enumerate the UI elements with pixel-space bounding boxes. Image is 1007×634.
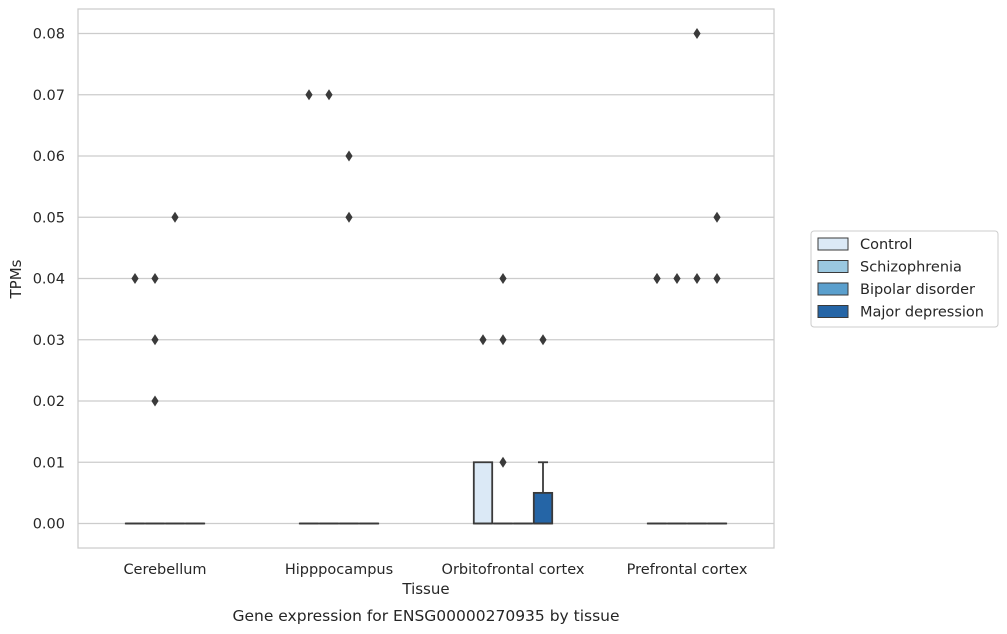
outlier-point	[539, 334, 547, 346]
outlier-point	[673, 273, 681, 284]
outlier-point	[479, 334, 487, 346]
outlier-point	[151, 273, 159, 284]
legend-label: Control	[860, 237, 912, 253]
y-tick-label: 0.04	[33, 272, 65, 288]
x-tick-label: Orbitofrontal cortex	[442, 562, 585, 578]
outlier-point	[151, 395, 159, 407]
x-tick-label: Hipppocampus	[285, 562, 393, 578]
legend-frame	[810, 230, 999, 328]
legend-label: Major depression	[860, 305, 984, 321]
boxes	[124, 461, 728, 525]
x-axis-title: Tissue	[401, 580, 449, 598]
outlier-point	[653, 273, 661, 284]
outlier-point	[499, 273, 507, 284]
y-tick-label: 0.01	[33, 455, 65, 471]
box	[532, 461, 554, 525]
box	[472, 461, 494, 525]
outlier-point	[345, 150, 353, 162]
x-tick-label: Cerebellum	[123, 562, 206, 578]
plot-frame	[77, 8, 775, 549]
legend-label: Schizophrenia	[860, 260, 962, 276]
outlier-point	[305, 89, 313, 101]
outlier-point	[499, 456, 507, 468]
x-tick-label: Prefrontal cortex	[627, 562, 748, 578]
outlier-point	[713, 273, 721, 284]
outlier-point	[499, 334, 507, 346]
legend-swatch	[817, 237, 849, 251]
y-axis-title: TPMs	[7, 259, 25, 299]
outlier-point	[345, 211, 353, 223]
outlier-point	[693, 273, 701, 284]
y-tick-label: 0.08	[33, 27, 65, 43]
box-body	[472, 461, 494, 525]
legend: Control Schizophrenia Bipolar disorder Majo…	[810, 230, 999, 328]
outlier-point	[171, 211, 179, 223]
legend-label: Bipolar disorder	[860, 282, 975, 298]
outlier-point	[151, 334, 159, 346]
y-tick-label: 0.02	[33, 394, 65, 410]
y-tick-label: 0.06	[33, 149, 65, 165]
legend-swatch	[817, 282, 849, 296]
outlier-point	[693, 28, 701, 39]
outlier-point	[131, 273, 139, 284]
y-tick-label: 0.03	[33, 333, 65, 349]
y-tick-label: 0.05	[33, 210, 65, 226]
box-body	[532, 491, 554, 525]
outlier-point	[325, 89, 333, 101]
outlier-points	[131, 28, 721, 468]
y-tick-labels: 0.00 0.01 0.02 0.03 0.04 0.05 0.06 0.07 0.08	[33, 27, 65, 533]
y-tick-label: 0.07	[33, 88, 65, 104]
legend-swatch	[817, 260, 849, 273]
legend-swatch	[817, 305, 849, 318]
chart-caption: Gene expression for ENSG00000270935 by t…	[232, 607, 619, 625]
y-tick-label: 0.00	[33, 517, 65, 533]
outlier-point	[713, 211, 721, 223]
x-tick-labels: Cerebellum Hipppocampus Orbitofrontal cort…	[123, 562, 747, 578]
